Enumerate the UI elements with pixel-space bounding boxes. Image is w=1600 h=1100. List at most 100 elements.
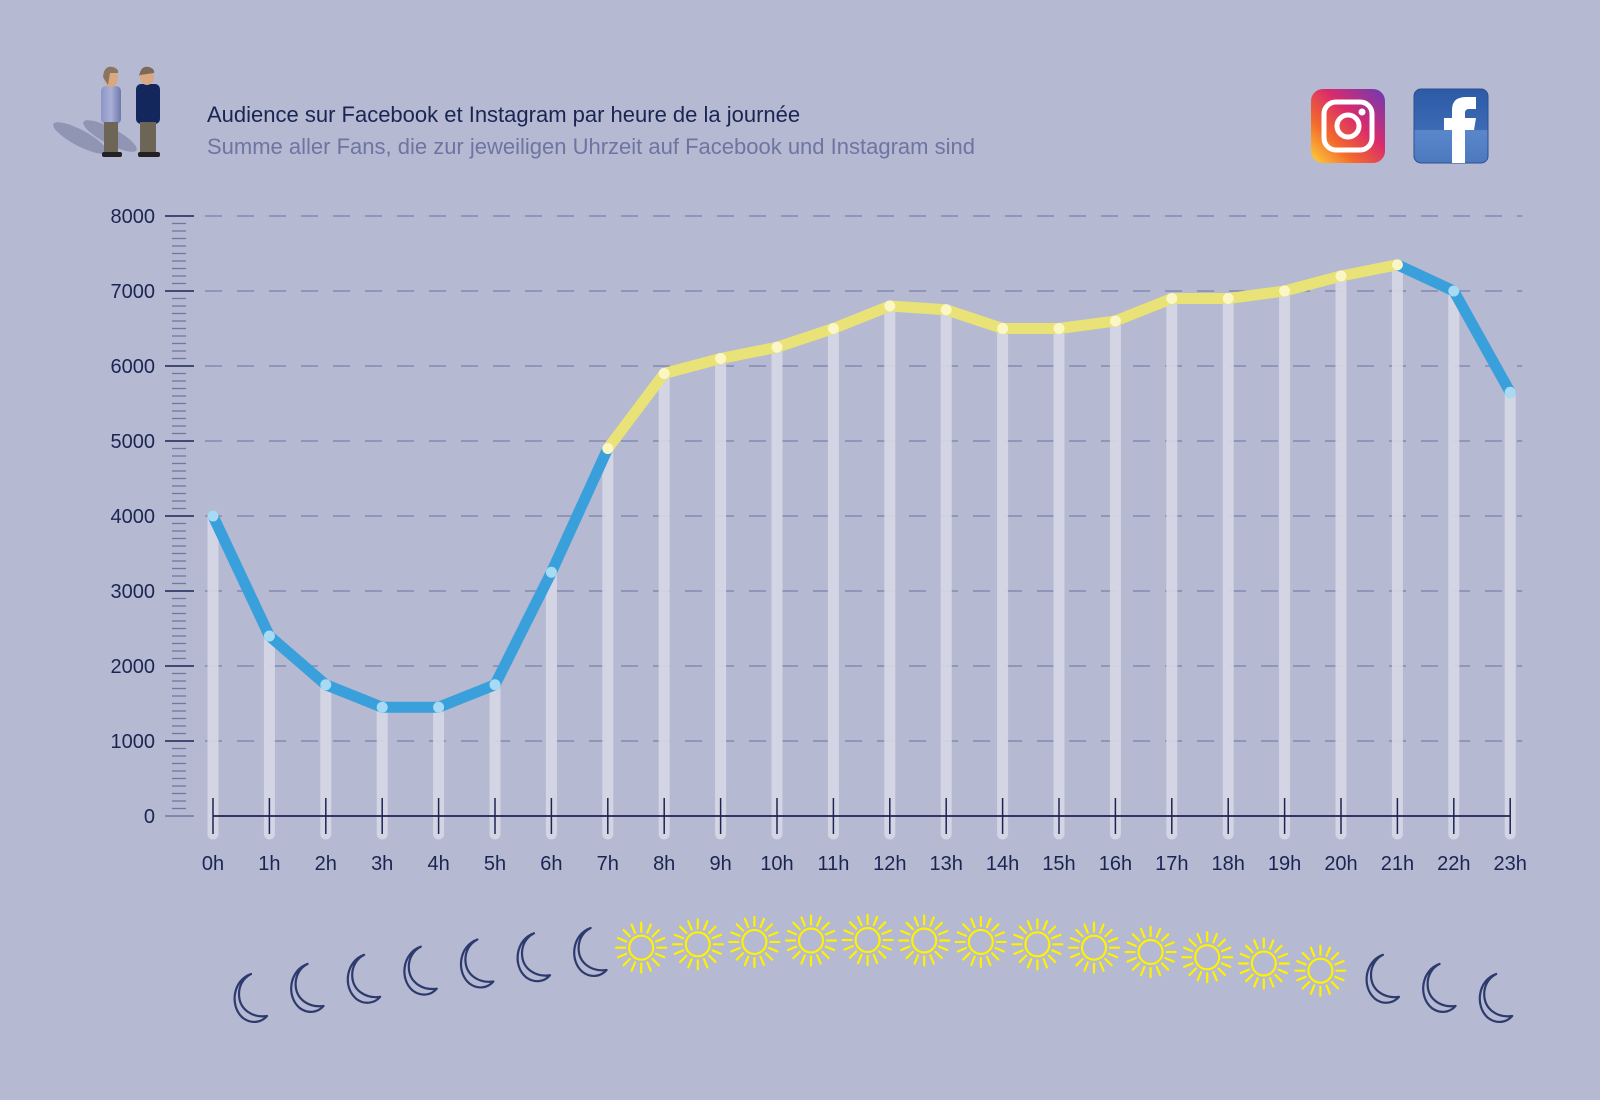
data-point-17h xyxy=(1166,293,1178,304)
data-point-11h xyxy=(827,323,839,334)
data-point-20h xyxy=(1335,270,1347,282)
sun-ray xyxy=(800,954,806,965)
day-line-segment xyxy=(771,323,839,353)
day-line-segment xyxy=(940,304,1009,334)
sun-ray xyxy=(1183,962,1194,968)
sun-icon xyxy=(1124,925,1177,979)
x-tick-label: 5h xyxy=(484,853,506,875)
sun-ray xyxy=(730,946,741,953)
sun-ray xyxy=(1330,980,1340,990)
sun-ray xyxy=(1183,946,1194,953)
sun-ray xyxy=(622,928,631,938)
sun-ray xyxy=(1013,933,1024,940)
x-tick-label: 17h xyxy=(1155,853,1188,875)
night-line-segment xyxy=(545,443,614,578)
x-tick-label: 21h xyxy=(1381,853,1414,875)
sun-disc xyxy=(1307,957,1334,984)
sun-disc xyxy=(1080,934,1108,961)
sun-ray xyxy=(994,946,1005,953)
sun-ray xyxy=(1131,962,1141,971)
data-point-22h xyxy=(1448,285,1460,297)
sun-ray xyxy=(1075,957,1084,967)
sun-ray xyxy=(1309,946,1316,957)
day-line-segment xyxy=(827,300,896,334)
x-tick-label: 13h xyxy=(930,853,963,875)
x-tick-label: 12h xyxy=(873,853,906,875)
sun-ray xyxy=(1212,970,1218,982)
people-icon xyxy=(53,66,160,157)
moon-shape xyxy=(233,972,269,1023)
sun-ray xyxy=(1047,954,1057,964)
moon-shape xyxy=(1478,972,1514,1023)
sun-ray xyxy=(1160,933,1170,942)
sun-ray xyxy=(617,937,628,943)
data-point-21h xyxy=(1391,259,1403,271)
sun-ray xyxy=(1268,939,1275,950)
sun-ray xyxy=(630,961,637,972)
sun-icon xyxy=(1294,944,1347,997)
sun-ray xyxy=(956,931,968,937)
data-point-12h xyxy=(884,300,896,312)
sun-ray xyxy=(1239,952,1251,959)
sun-ray xyxy=(877,950,887,959)
sun-ray xyxy=(1104,928,1113,938)
moon-shape xyxy=(1365,953,1401,1004)
sun-ray xyxy=(1131,933,1141,942)
x-tick-label: 16h xyxy=(1099,853,1132,875)
data-point-5h xyxy=(489,679,501,691)
x-tick-label: 19h xyxy=(1268,853,1301,875)
sun-ray xyxy=(1026,957,1033,969)
moon-icon xyxy=(1478,972,1514,1023)
moon-shape xyxy=(290,962,325,1013)
instagram-icon xyxy=(1311,89,1385,163)
sun-ray xyxy=(711,949,722,955)
facebook-icon xyxy=(1413,88,1489,164)
sun-ray xyxy=(1126,941,1137,947)
sun-ray xyxy=(1026,920,1033,931)
sun-ray xyxy=(1013,949,1024,955)
sun-ray xyxy=(768,946,779,953)
sun-ray xyxy=(1334,960,1345,966)
chart-subtitle: Summe aller Fans, die zur jeweiligen Uhr… xyxy=(207,134,975,159)
moon-icon xyxy=(233,972,269,1023)
data-point-13h xyxy=(940,304,952,316)
sun-ray xyxy=(1330,951,1340,961)
sun-ray xyxy=(929,916,935,927)
sun-ray xyxy=(702,920,709,931)
x-tick-label: 20h xyxy=(1324,853,1357,875)
night-line-segment xyxy=(433,679,501,713)
day-line-segment xyxy=(658,353,727,379)
moon-shape xyxy=(403,945,438,996)
sun-ray xyxy=(673,933,685,940)
sun-ray xyxy=(1018,925,1028,935)
sun-ray xyxy=(1196,933,1203,944)
sun-ray xyxy=(1245,944,1254,954)
y-tick-label: 6000 xyxy=(111,356,156,378)
moon-shape xyxy=(459,938,495,989)
sun-ray xyxy=(985,917,992,929)
data-point-2h xyxy=(320,679,332,691)
day-line-segment xyxy=(884,300,952,316)
sun-ray xyxy=(1155,965,1162,977)
sun-ray xyxy=(1253,977,1259,988)
night-line-segment xyxy=(1448,285,1516,398)
sun-ray xyxy=(821,921,830,931)
sun-ray xyxy=(1245,973,1254,983)
sun-ray xyxy=(985,955,992,967)
sun-ray xyxy=(708,954,717,964)
sun-ray xyxy=(1104,957,1113,967)
sun-ray xyxy=(816,954,822,965)
sun-ray xyxy=(646,961,652,972)
sun-disc xyxy=(684,931,711,958)
data-point-3h xyxy=(376,701,388,713)
sun-ray xyxy=(1126,957,1137,963)
sun-ray xyxy=(759,955,766,967)
sun-ray xyxy=(1325,984,1332,995)
day-line-segment xyxy=(1053,315,1121,334)
sun-ray xyxy=(856,953,863,965)
data-point-8h xyxy=(658,368,670,379)
sun-ray xyxy=(646,923,652,934)
sun-disc xyxy=(797,927,825,954)
sun-icon xyxy=(728,915,781,969)
sun-ray xyxy=(1164,957,1175,963)
